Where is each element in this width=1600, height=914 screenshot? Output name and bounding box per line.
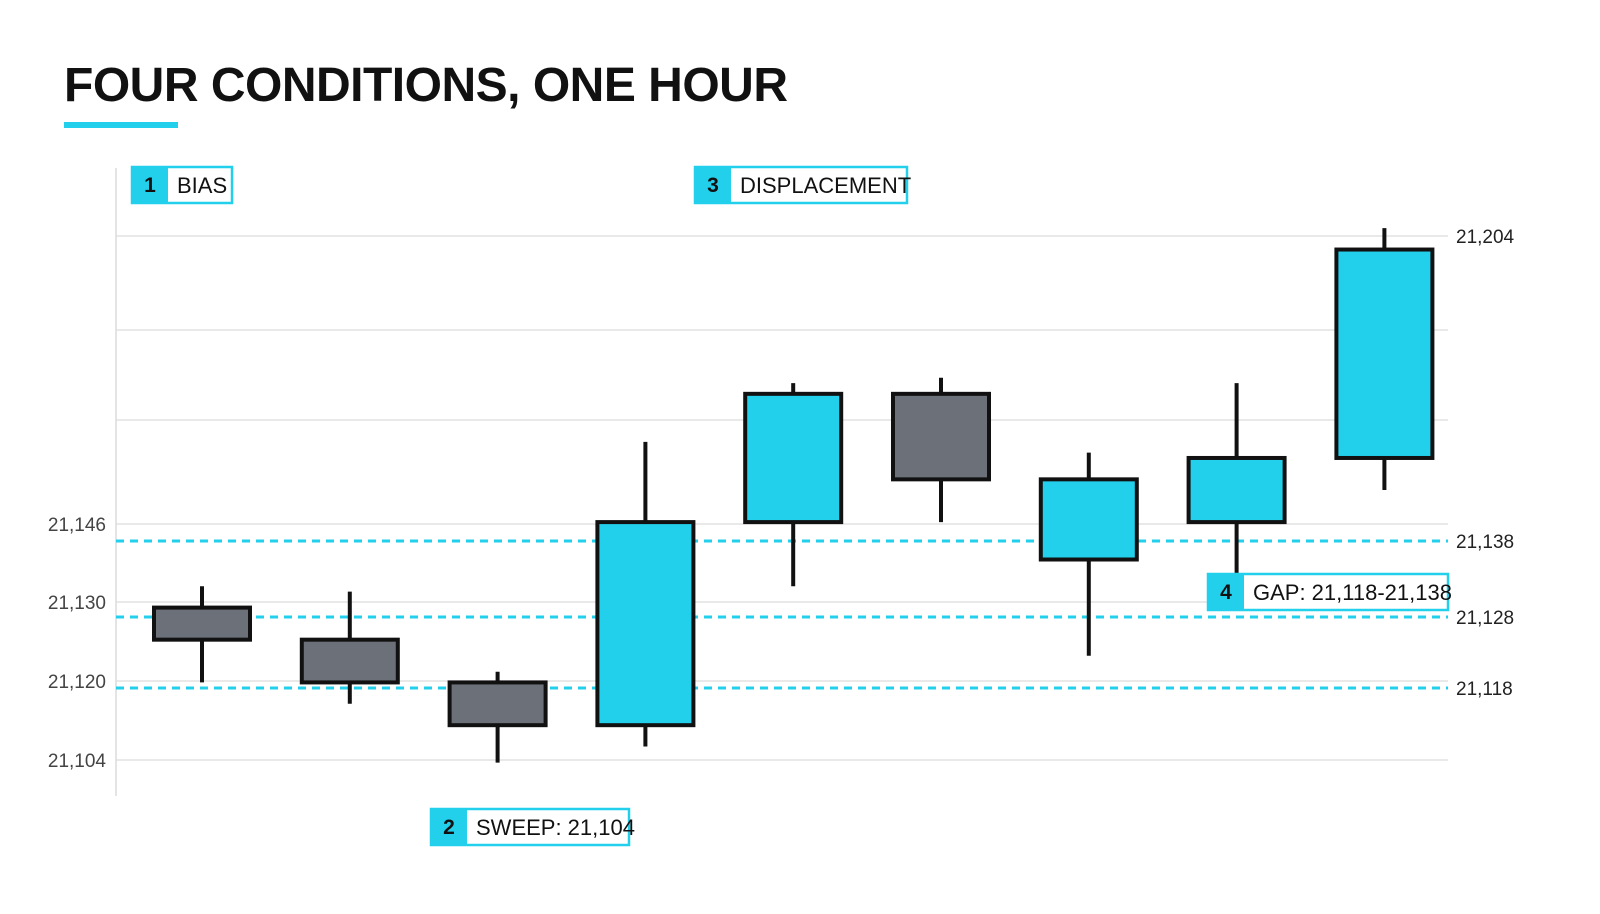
annotation-number-badge	[132, 167, 168, 203]
candle-body	[152, 605, 252, 642]
y-tick-label: 21,146	[48, 515, 106, 536]
annotation-number-badge	[695, 167, 731, 203]
title-underline	[64, 122, 178, 128]
candle	[152, 586, 252, 683]
candle	[1334, 228, 1435, 491]
candle-body	[1334, 247, 1435, 460]
level-label: 21,138	[1456, 532, 1514, 553]
candle	[1186, 383, 1287, 597]
candle-body	[743, 391, 844, 525]
candle-body	[1038, 477, 1139, 562]
annotation-tag: 1 BIAS	[130, 165, 234, 205]
candle	[447, 671, 548, 763]
annotation-number: 1	[144, 174, 156, 197]
candle-body	[891, 391, 991, 482]
annotation-tag: 2 SWEEP: 21,104	[429, 807, 635, 847]
annotation-text: GAP: 21,118-21,138	[1253, 580, 1452, 605]
annotation-tag: 3 DISPLACEMENT	[693, 165, 911, 205]
y-tick-label: 21,104	[48, 751, 107, 772]
candle	[743, 383, 844, 587]
annotation-number-badge	[431, 809, 467, 845]
annotation-number: 2	[443, 816, 455, 839]
annotation-number: 3	[707, 174, 719, 197]
candle	[891, 377, 991, 523]
annotation-text: SWEEP: 21,104	[476, 815, 635, 840]
annotation-tag: 4 GAP: 21,118-21,138	[1206, 572, 1452, 612]
y-tick-label: 21,130	[48, 593, 106, 614]
annotation-number-badge	[1208, 574, 1244, 610]
annotation-number: 4	[1220, 581, 1232, 604]
candle-body	[299, 637, 400, 685]
candle	[1038, 452, 1139, 656]
level-label: 21,128	[1456, 608, 1514, 629]
annotations: 1 BIAS 2 SWEEP: 21,104 3 DISPLACEMENT 4 GAP: 21…	[130, 165, 1452, 847]
y-tick-label: 21,120	[48, 672, 106, 693]
candle-body	[1186, 455, 1287, 525]
page-title: FOUR CONDITIONS, ONE HOUR	[64, 59, 788, 112]
candle	[299, 591, 400, 704]
candles	[152, 228, 1435, 763]
candle	[595, 441, 696, 747]
y-axis-ticks: 21,146 21,130 21,120 21,104 21,204	[48, 227, 1515, 772]
annotation-text: DISPLACEMENT	[740, 173, 911, 198]
candle-body	[447, 680, 548, 728]
candle-body	[595, 520, 696, 728]
annotation-text: BIAS	[177, 173, 227, 198]
key-level-lines: 21,138 21,128 21,118	[116, 532, 1514, 700]
y-tick-label: 21,204	[1456, 227, 1515, 248]
level-label: 21,118	[1456, 679, 1513, 700]
